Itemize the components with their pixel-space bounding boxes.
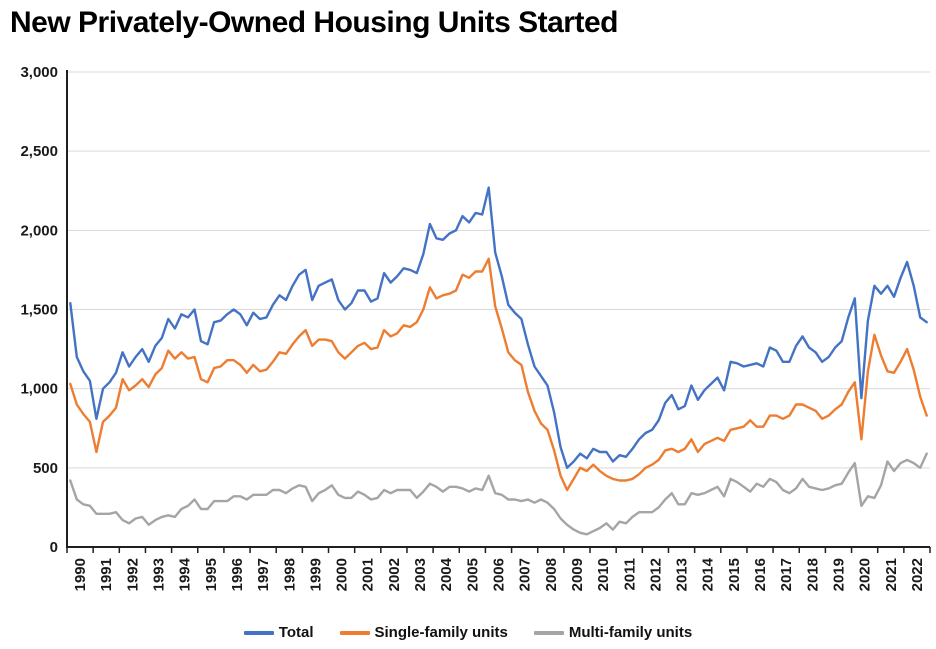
y-axis-tick-label: 1,500 xyxy=(20,302,58,319)
x-axis-tick-label: 2012 xyxy=(647,558,664,591)
x-axis-tick-label: 2002 xyxy=(386,558,403,591)
x-axis-tick-label: 2019 xyxy=(830,558,847,591)
legend-label-multi-family: Multi-family units xyxy=(568,624,693,641)
x-axis-tick-label: 1993 xyxy=(151,558,168,591)
x-axis-tick-label: 2007 xyxy=(517,558,534,591)
x-axis-tick-label: 2001 xyxy=(360,558,377,591)
x-axis-tick-label: 2008 xyxy=(543,558,560,591)
x-axis-tick-label: 2003 xyxy=(412,558,429,591)
x-axis-tick-label: 2009 xyxy=(569,558,586,591)
x-axis-tick-label: 1994 xyxy=(177,557,194,591)
x-axis-tick-label: 1990 xyxy=(72,558,89,591)
x-axis-tick-label: 1997 xyxy=(255,558,272,591)
total-line-swatch xyxy=(243,630,274,635)
x-axis-tick-label: 2021 xyxy=(883,558,900,591)
x-axis-tick-label: 2015 xyxy=(726,558,743,591)
multi-family-line-swatch xyxy=(533,630,564,635)
legend-item-single-family: Single-family units xyxy=(339,624,508,641)
x-axis-tick-label: 1996 xyxy=(229,558,246,591)
x-axis-tick-label: 1991 xyxy=(98,558,115,591)
series-line-total xyxy=(69,186,928,469)
chart-title: New Privately-Owned Housing Units Starte… xyxy=(10,6,618,39)
x-axis-tick-label: 2020 xyxy=(857,558,874,591)
x-axis-tick-label: 2000 xyxy=(334,558,351,591)
x-axis-tick-label: 2017 xyxy=(778,558,795,591)
y-axis-tick-label: 3,000 xyxy=(20,64,58,81)
x-axis-tick-label: 2018 xyxy=(804,558,821,591)
line-chart: 0 500 1,000 1,500 2,000 2,500 3,000 1990 1991 199… xyxy=(20,64,931,591)
series-line-multi-family-units xyxy=(69,452,928,536)
single-family-line-swatch xyxy=(339,630,370,635)
x-axis-tick-label: 2005 xyxy=(464,558,481,591)
x-axis-tick-label: 2004 xyxy=(438,557,455,591)
series-line-single-family-units xyxy=(69,257,928,492)
y-axis-tick-label: 0 xyxy=(50,539,58,556)
x-axis-tick-label: 2010 xyxy=(595,558,612,591)
legend-label-single-family: Single-family units xyxy=(374,624,508,641)
y-axis-tick-label: 1,000 xyxy=(20,381,58,398)
y-axis-tick-label: 500 xyxy=(33,460,58,477)
x-axis-tick-label: 2016 xyxy=(752,558,769,591)
x-axis-tick-label: 1999 xyxy=(307,558,324,591)
y-axis-tick-label: 2,000 xyxy=(20,222,58,239)
x-axis-tick-label: 2014 xyxy=(700,557,717,591)
x-axis-tick-label: 2011 xyxy=(621,558,638,591)
x-axis-tick-label: 1995 xyxy=(203,558,220,591)
legend-label-total: Total xyxy=(278,624,314,641)
x-axis-tick-label: 2022 xyxy=(909,558,926,591)
x-axis-tick-label: 1992 xyxy=(124,558,141,591)
legend-item-total: Total xyxy=(243,624,314,641)
x-axis-tick-label: 2006 xyxy=(491,558,508,591)
y-axis-tick-label: 2,500 xyxy=(20,143,58,160)
legend-item-multi-family: Multi-family units xyxy=(533,624,693,641)
chart-legend: Total Single-family units Multi-family u… xyxy=(0,624,936,641)
x-axis-tick-label: 1998 xyxy=(281,558,298,591)
x-axis-tick-label: 2013 xyxy=(674,558,691,591)
